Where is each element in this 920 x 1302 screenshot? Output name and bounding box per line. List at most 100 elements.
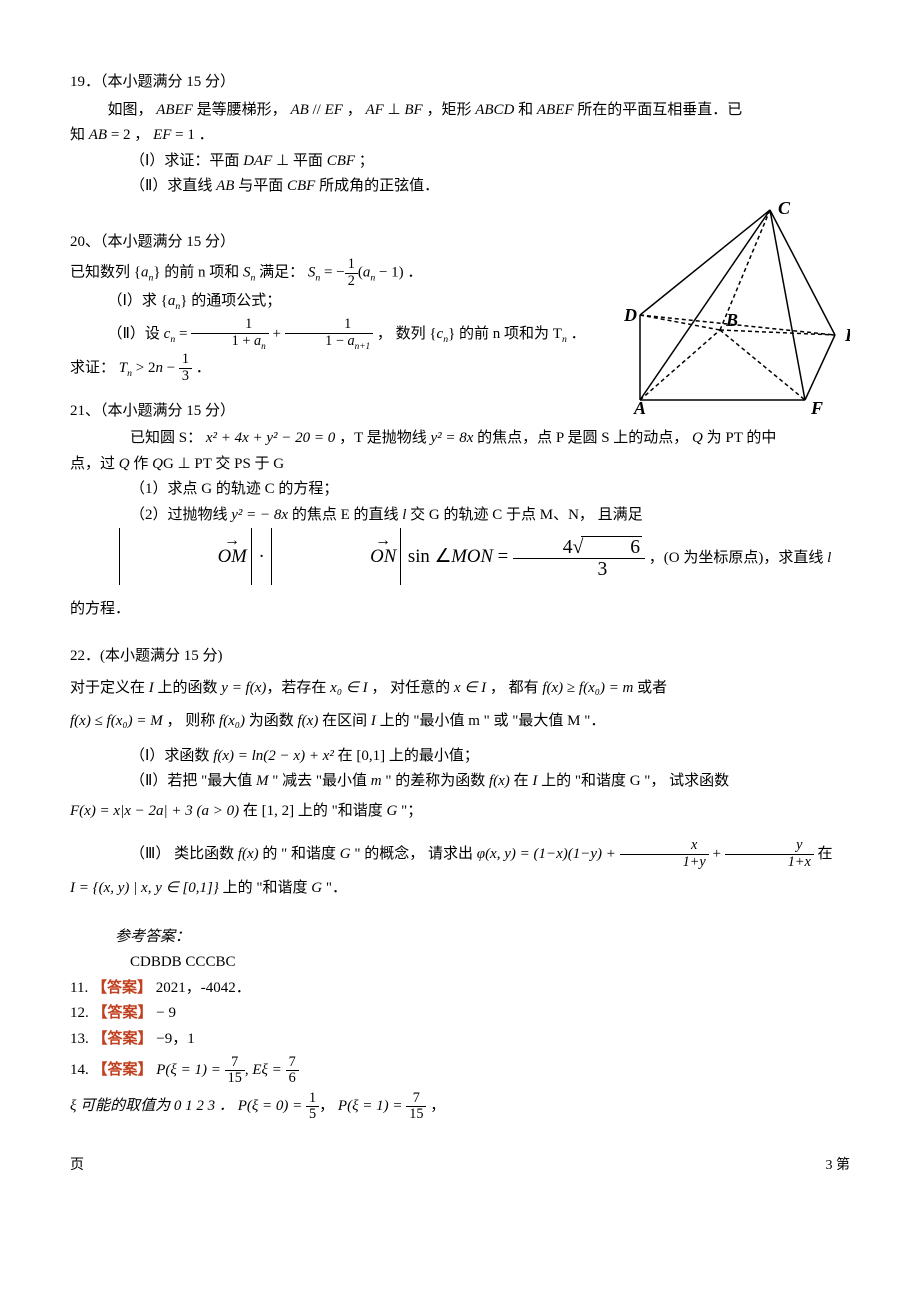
t: 上的 "和谐度 G "， 试求函数 bbox=[537, 773, 729, 789]
t: 为函数 bbox=[245, 713, 298, 729]
p22-l2: f(x) ≤ f(x₀) = M ， 则称 f(x₀) 为函数 f(x) 在区间… bbox=[70, 705, 850, 738]
t: 上的 "最小值 m " 或 "最大值 M "． bbox=[376, 713, 606, 729]
frac: 15 bbox=[306, 1091, 319, 1123]
d: 1+x bbox=[725, 855, 814, 871]
t: " 的概念， 请求出 bbox=[351, 846, 477, 862]
t: 1 + bbox=[232, 333, 254, 349]
t: ξ 可能的取值为 0 1 2 3 ． bbox=[70, 1098, 238, 1114]
t: − bbox=[163, 360, 179, 376]
t: （2）过抛物线 bbox=[130, 507, 231, 523]
footer-right: 3 第 bbox=[826, 1154, 851, 1178]
t: n bbox=[261, 342, 266, 352]
t: 交 G 的轨迹 C 于点 M、N， 且满足 bbox=[406, 507, 642, 523]
t: a bbox=[254, 333, 261, 349]
answer-11: 11. 【答案】 2021，-4042． bbox=[70, 976, 850, 1002]
t: ， 都有 bbox=[486, 680, 542, 696]
t: 上的 "和谐度 bbox=[219, 880, 311, 896]
p22-q3b: I = {(x, y) | x, y ∈ [0,1]} 上的 "和谐度 G "． bbox=[70, 872, 850, 905]
t: 或者 bbox=[633, 680, 667, 696]
t: ． bbox=[567, 326, 586, 342]
d: 5 bbox=[306, 1107, 319, 1123]
t: （Ⅰ）求证：平面 bbox=[130, 153, 243, 169]
t: 的 " 和谐度 bbox=[259, 846, 340, 862]
t: 对于定义在 bbox=[70, 680, 149, 696]
t: ABEF bbox=[156, 102, 193, 118]
t: ⊥ 平面 bbox=[276, 153, 327, 169]
t: m bbox=[371, 773, 382, 789]
t: + bbox=[709, 846, 725, 862]
t: "． bbox=[322, 880, 347, 896]
n: 1 bbox=[191, 317, 269, 334]
t: } 的前 n 项和 bbox=[153, 265, 243, 281]
frac: 12 bbox=[345, 257, 358, 289]
t: AB bbox=[216, 178, 234, 194]
t: f(x) ≤ f(x₀) = M bbox=[70, 713, 163, 729]
problem-21: 21、（本小题满分 15 分） 已知圆 S： x² + 4x + y² − 20… bbox=[70, 399, 850, 631]
answer-label: 【答案】 bbox=[93, 1031, 153, 1047]
t: （Ⅱ）设 bbox=[108, 326, 164, 342]
p19-line1: 如图， ABEF 是等腰梯形， AB // EF ， AF ⊥ BF ，矩形 A… bbox=[70, 98, 850, 124]
t: P(ξ = 1) = bbox=[338, 1098, 406, 1114]
t: 在 bbox=[510, 773, 533, 789]
svg-text:D: D bbox=[623, 305, 637, 325]
answers-title: 参考答案： bbox=[70, 925, 850, 951]
p19-q1: （Ⅰ）求证：平面 DAF ⊥ 平面 CBF ； bbox=[70, 149, 850, 175]
t: 2021，-4042． bbox=[156, 980, 251, 996]
n: 7 bbox=[225, 1055, 245, 1072]
n: 1 bbox=[285, 317, 373, 334]
t: 为 PT 的中 bbox=[703, 430, 776, 446]
t: y² = 8x bbox=[430, 430, 473, 446]
t: Q bbox=[119, 456, 130, 472]
t: CBF bbox=[287, 178, 315, 194]
problem-20: ABCDEF 20、（本小题满分 15 分） 已知数列 {an} 的前 n 项和… bbox=[70, 230, 850, 385]
svg-text:B: B bbox=[725, 310, 738, 330]
t: ⊥ bbox=[388, 102, 405, 118]
t: （Ⅰ）求函数 bbox=[130, 748, 213, 764]
n: 7 bbox=[406, 1091, 426, 1108]
t: 11. bbox=[70, 980, 88, 996]
t: 在区间 bbox=[318, 713, 371, 729]
t: ， bbox=[319, 1098, 338, 1114]
t: 的焦点 E 的直线 bbox=[288, 507, 402, 523]
t: 所成角的正弦值． bbox=[319, 178, 439, 194]
p21-l2: 点，过 Q 作 QG ⊥ PT 交 PS 于 G bbox=[70, 452, 850, 478]
t: I = {(x, y) | x, y ∈ [0,1]} bbox=[70, 880, 219, 896]
p21-eq: OM · ON sin ∠MON = 4√63 ，(O 为坐标原点)，求直线 l… bbox=[70, 528, 850, 630]
t: −9，1 bbox=[156, 1031, 194, 1047]
t: G bbox=[311, 880, 322, 896]
t: 已知圆 S： bbox=[130, 430, 206, 446]
t: n bbox=[155, 360, 163, 376]
p22-q1: （Ⅰ）求函数 f(x) = ln(2 − x) + x² 在 [0,1] 上的最… bbox=[70, 744, 850, 770]
t: = − bbox=[320, 265, 344, 281]
t: 满足： bbox=[255, 265, 308, 281]
t: a bbox=[347, 333, 354, 349]
t: + bbox=[269, 326, 285, 342]
answer-label: 【答案】 bbox=[93, 1062, 157, 1078]
frac: 715 bbox=[225, 1055, 245, 1087]
p21-header: 21、（本小题满分 15 分） bbox=[70, 399, 850, 425]
n: 1 bbox=[179, 352, 192, 369]
p19-q2: （Ⅱ）求直线 AB 与平面 CBF 所成角的正弦值． bbox=[70, 174, 850, 200]
t: EF bbox=[153, 127, 171, 143]
t: 已知数列 { bbox=[70, 265, 141, 281]
p22-q3: （Ⅲ） 类比函数 f(x) 的 " 和谐度 G " 的概念， 请求出 φ(x, … bbox=[70, 836, 850, 872]
d: 1 + an bbox=[191, 334, 269, 352]
t: F(x) = x|x − 2a| + 3 (a > 0) bbox=[70, 803, 239, 819]
frac: x1+y bbox=[620, 838, 709, 870]
t: 的焦点，点 P 是圆 S 上的动点， bbox=[473, 430, 692, 446]
t: · bbox=[254, 546, 270, 567]
t: 13. bbox=[70, 1031, 89, 1047]
answers: 参考答案： CDBDB CCCBC 11. 【答案】 2021，-4042． 1… bbox=[70, 925, 850, 1125]
vec-on: ON bbox=[323, 534, 396, 579]
p21-l1: 已知圆 S： x² + 4x + y² − 20 = 0 ，T 是抛物线 y² … bbox=[70, 426, 850, 452]
t: 的方程． bbox=[70, 601, 130, 617]
t: 在 [0,1] 上的最小值； bbox=[334, 748, 479, 764]
t: 在 [1, 2] 上的 "和谐度 bbox=[239, 803, 386, 819]
t: ，矩形 bbox=[426, 102, 475, 118]
t: 是等腰梯形， bbox=[197, 102, 291, 118]
p21-q1: （1）求点 G 的轨迹 C 的方程； bbox=[70, 477, 850, 503]
frac: 715 bbox=[406, 1091, 426, 1123]
n: y bbox=[725, 838, 814, 855]
svg-text:E: E bbox=[844, 325, 850, 345]
answer-14: 14. 【答案】 P(ξ = 1) = 715, Eξ = 76 bbox=[70, 1052, 850, 1088]
